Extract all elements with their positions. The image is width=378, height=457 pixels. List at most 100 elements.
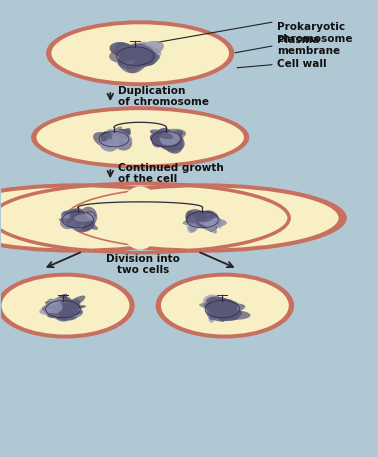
Ellipse shape	[46, 20, 234, 86]
Ellipse shape	[57, 304, 83, 318]
Ellipse shape	[104, 136, 127, 147]
Ellipse shape	[49, 305, 71, 317]
Ellipse shape	[67, 209, 88, 223]
Ellipse shape	[212, 300, 223, 313]
Ellipse shape	[206, 214, 217, 220]
Ellipse shape	[151, 132, 171, 148]
Ellipse shape	[189, 218, 199, 232]
Ellipse shape	[107, 129, 130, 139]
Ellipse shape	[220, 300, 228, 317]
Ellipse shape	[52, 304, 71, 313]
Ellipse shape	[51, 300, 80, 319]
Ellipse shape	[69, 299, 81, 313]
Ellipse shape	[187, 211, 198, 223]
Ellipse shape	[69, 220, 76, 226]
Ellipse shape	[203, 216, 222, 226]
Ellipse shape	[190, 211, 208, 225]
Ellipse shape	[150, 129, 173, 139]
Ellipse shape	[106, 129, 131, 138]
Ellipse shape	[198, 210, 219, 230]
Ellipse shape	[199, 213, 219, 226]
Ellipse shape	[197, 221, 206, 225]
Ellipse shape	[65, 186, 339, 250]
Ellipse shape	[156, 129, 186, 142]
Ellipse shape	[201, 216, 217, 234]
Ellipse shape	[163, 134, 183, 154]
Ellipse shape	[70, 211, 88, 223]
Ellipse shape	[39, 303, 74, 315]
Ellipse shape	[53, 310, 68, 316]
Ellipse shape	[168, 139, 175, 144]
Ellipse shape	[51, 311, 83, 318]
Ellipse shape	[73, 218, 93, 232]
Ellipse shape	[101, 131, 113, 141]
Ellipse shape	[105, 133, 114, 146]
Ellipse shape	[43, 308, 59, 317]
Ellipse shape	[51, 23, 230, 83]
Ellipse shape	[56, 304, 71, 317]
Ellipse shape	[212, 304, 224, 314]
Ellipse shape	[118, 186, 163, 250]
Ellipse shape	[170, 137, 178, 142]
Ellipse shape	[46, 294, 68, 314]
Ellipse shape	[101, 136, 108, 142]
Ellipse shape	[1, 276, 130, 335]
Ellipse shape	[207, 298, 230, 322]
Ellipse shape	[45, 301, 73, 308]
Ellipse shape	[160, 131, 180, 145]
Ellipse shape	[107, 132, 112, 140]
Ellipse shape	[215, 310, 251, 320]
Ellipse shape	[212, 297, 234, 318]
Text: Continued growth
of the cell: Continued growth of the cell	[118, 163, 223, 184]
Ellipse shape	[158, 129, 166, 145]
Ellipse shape	[198, 216, 222, 228]
Ellipse shape	[215, 300, 232, 314]
Ellipse shape	[197, 211, 215, 222]
Ellipse shape	[129, 44, 149, 58]
Ellipse shape	[116, 138, 129, 148]
Ellipse shape	[209, 298, 227, 320]
Ellipse shape	[214, 306, 229, 320]
Ellipse shape	[221, 308, 233, 317]
Ellipse shape	[58, 183, 347, 253]
Ellipse shape	[101, 132, 121, 140]
Ellipse shape	[217, 303, 225, 322]
Ellipse shape	[206, 217, 218, 232]
Ellipse shape	[79, 207, 97, 227]
Ellipse shape	[0, 186, 215, 250]
Ellipse shape	[133, 56, 145, 61]
Ellipse shape	[132, 53, 148, 61]
Ellipse shape	[155, 133, 175, 142]
Ellipse shape	[113, 137, 130, 149]
Ellipse shape	[60, 217, 75, 229]
Ellipse shape	[60, 308, 75, 317]
Ellipse shape	[59, 218, 81, 224]
Ellipse shape	[161, 131, 183, 141]
Ellipse shape	[186, 216, 206, 223]
Ellipse shape	[112, 50, 138, 58]
Ellipse shape	[121, 50, 150, 64]
Ellipse shape	[130, 47, 155, 66]
Ellipse shape	[135, 51, 155, 58]
Ellipse shape	[133, 54, 160, 68]
Ellipse shape	[93, 132, 115, 148]
Ellipse shape	[74, 214, 95, 222]
Ellipse shape	[128, 43, 158, 65]
Ellipse shape	[152, 128, 171, 148]
Ellipse shape	[205, 303, 218, 319]
Ellipse shape	[157, 135, 175, 148]
Ellipse shape	[206, 297, 235, 312]
Ellipse shape	[164, 131, 184, 150]
Text: Division into
two cells: Division into two cells	[106, 254, 180, 275]
Ellipse shape	[199, 218, 227, 227]
Ellipse shape	[122, 53, 138, 65]
Ellipse shape	[42, 303, 73, 313]
Ellipse shape	[138, 49, 149, 57]
Ellipse shape	[155, 134, 178, 152]
Ellipse shape	[102, 135, 113, 145]
Ellipse shape	[157, 136, 172, 144]
Ellipse shape	[110, 42, 136, 57]
Ellipse shape	[155, 136, 168, 146]
Ellipse shape	[224, 313, 234, 317]
Ellipse shape	[72, 213, 94, 228]
